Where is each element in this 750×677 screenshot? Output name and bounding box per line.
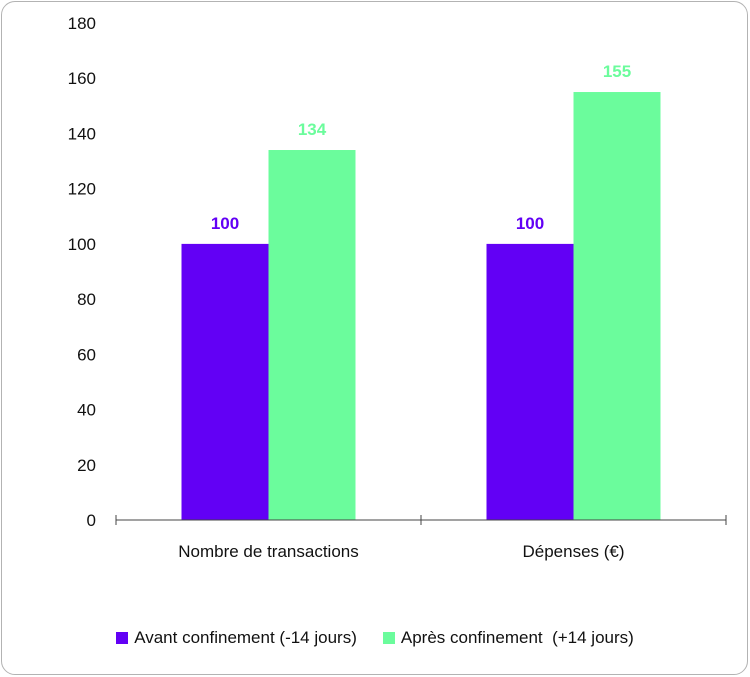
bar [486,243,574,520]
legend-label-after: Après confinement (+14 jours) [400,628,634,647]
data-label: 155 [603,62,631,81]
legend-item-before: Avant confinement (-14 jours) [116,628,357,648]
bar-chart: 0 20 40 60 80 100 120 140 160 180 100 134 100 155 No… [68,14,727,561]
y-tick-label: 40 [77,401,96,420]
y-tick-label: 80 [77,290,96,309]
bar [573,92,661,521]
legend: Avant confinement (-14 jours) Après conf… [0,628,750,648]
bar [181,243,269,520]
x-axis: Nombre de transactions Dépenses (€) [115,515,727,561]
y-tick-label: 160 [68,69,96,88]
x-category-label: Dépenses (€) [522,542,624,561]
y-tick-label: 100 [68,235,96,254]
data-label: 100 [211,214,239,233]
bars: 100 134 100 155 [181,62,661,521]
y-tick-label: 20 [77,456,96,475]
legend-swatch-after [382,632,395,644]
bar [268,150,356,520]
y-tick-label: 0 [87,511,96,530]
data-label: 100 [516,214,544,233]
y-tick-label: 120 [68,180,96,199]
y-tick-label: 180 [68,14,96,33]
x-category-label: Nombre de transactions [178,542,358,561]
y-tick-label: 140 [68,124,96,143]
legend-item-after: Après confinement (+14 jours) [382,628,634,648]
legend-label-before: Avant confinement (-14 jours) [134,628,357,647]
data-label: 134 [298,120,327,139]
y-tick-label: 60 [77,345,96,364]
legend-swatch-before [116,632,129,644]
y-axis-ticks: 0 20 40 60 80 100 120 140 160 180 [68,14,96,530]
